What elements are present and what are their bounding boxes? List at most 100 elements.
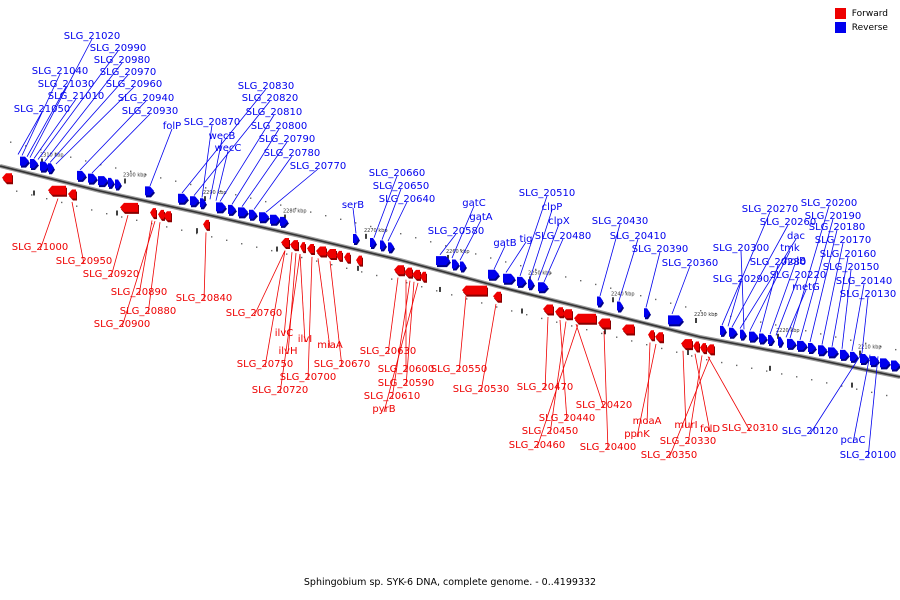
gene-label[interactable]: SLG_20510 — [519, 188, 575, 199]
gene-arrow-reverse[interactable] — [644, 308, 650, 318]
gene-label[interactable]: SLG_20700 — [280, 372, 336, 383]
gene-label[interactable]: wecC — [215, 143, 242, 154]
gene-label[interactable]: SLG_20940 — [118, 93, 174, 104]
gene-arrow-forward[interactable] — [281, 238, 289, 248]
gene-arrow-forward[interactable] — [555, 307, 563, 317]
gene-arrow-forward[interactable] — [163, 211, 171, 221]
gene-label[interactable]: SLG_20310 — [722, 423, 778, 434]
gene-label[interactable]: SLG_20170 — [815, 235, 871, 246]
gene-label[interactable]: SLG_20430 — [592, 216, 648, 227]
gene-label[interactable]: SLG_20790 — [259, 134, 315, 145]
gene-label[interactable]: wecB — [209, 131, 236, 142]
gene-label[interactable]: SLG_20810 — [246, 107, 302, 118]
gene-label[interactable]: SLG_20990 — [90, 43, 146, 54]
gene-arrow-reverse[interactable] — [452, 259, 459, 269]
gene-arrow-reverse[interactable] — [353, 233, 359, 243]
gene-arrow-reverse[interactable] — [460, 261, 466, 271]
gene-label[interactable]: SLG_20410 — [610, 231, 666, 242]
gene-label[interactable]: ppnK — [624, 429, 650, 440]
gene-arrow-reverse[interactable] — [249, 209, 257, 219]
gene-arrow-reverse[interactable] — [818, 345, 827, 355]
gene-arrow-forward[interactable] — [700, 343, 706, 353]
gene-label[interactable]: SLG_20450 — [522, 426, 578, 437]
gene-label[interactable]: tig — [519, 234, 532, 245]
gene-arrow-reverse[interactable] — [280, 216, 288, 226]
gene-arrow-reverse[interactable] — [259, 212, 269, 222]
gene-label[interactable]: SLG_20900 — [94, 319, 150, 330]
gene-label[interactable]: SLG_20840 — [176, 293, 232, 304]
gene-arrow-reverse[interactable] — [190, 196, 199, 206]
gene-label[interactable]: SLG_20750 — [237, 359, 293, 370]
gene-label[interactable]: serB — [342, 200, 364, 211]
gene-arrow-reverse[interactable] — [30, 159, 38, 168]
gene-arrow-forward[interactable] — [394, 265, 404, 275]
gene-label[interactable]: SLG_20820 — [242, 93, 298, 104]
gene-label[interactable]: SLG_20770 — [290, 161, 346, 172]
gene-label[interactable]: SLG_20960 — [106, 79, 162, 90]
gene-label[interactable]: SLG_20980 — [94, 55, 150, 66]
gene-label[interactable]: gatB — [493, 238, 516, 249]
gene-arrow-reverse[interactable] — [517, 276, 526, 286]
gene-arrow-forward[interactable] — [648, 330, 654, 340]
gene-arrow-reverse[interactable] — [840, 349, 849, 359]
gene-label[interactable]: folP — [163, 121, 181, 132]
gene-label[interactable]: SLG_20630 — [360, 346, 416, 357]
gene-arrow-reverse[interactable] — [436, 256, 450, 266]
gene-label[interactable]: SLG_20360 — [662, 258, 718, 269]
gene-label[interactable]: miaA — [317, 340, 343, 351]
gene-arrow-forward[interactable] — [412, 269, 420, 279]
gene-label[interactable]: murI — [674, 420, 697, 431]
gene-label[interactable]: SLG_20880 — [120, 306, 176, 317]
gene-label[interactable]: SLG_20420 — [576, 400, 632, 411]
gene-arrow-forward[interactable] — [68, 189, 76, 199]
gene-arrow-forward[interactable] — [622, 324, 634, 334]
gene-arrow-forward[interactable] — [420, 271, 426, 281]
gene-label[interactable]: SLG_20950 — [56, 256, 112, 267]
gene-arrow-reverse[interactable] — [488, 269, 499, 279]
gene-arrow-reverse[interactable] — [77, 170, 86, 180]
gene-label[interactable]: clpP — [542, 202, 563, 213]
gene-arrow-reverse[interactable] — [668, 315, 683, 325]
gene-label[interactable]: SLG_20100 — [840, 450, 896, 461]
gene-arrow-reverse[interactable] — [828, 347, 838, 357]
gene-arrow-forward[interactable] — [344, 252, 350, 262]
gene-arrow-reverse[interactable] — [617, 301, 623, 311]
gene-label[interactable]: SLG_20930 — [122, 106, 178, 117]
gene-label[interactable]: SLG_20780 — [264, 148, 320, 159]
gene-label[interactable]: SLG_20660 — [369, 168, 425, 179]
gene-label[interactable]: SLG_20920 — [83, 269, 139, 280]
gene-arrow-forward[interactable] — [2, 173, 12, 183]
gene-label[interactable]: SLG_20460 — [509, 440, 565, 451]
gene-arrow-reverse[interactable] — [370, 238, 376, 248]
gene-arrow-reverse[interactable] — [759, 333, 767, 343]
gene-arrow-reverse[interactable] — [238, 207, 248, 217]
gene-arrow-reverse[interactable] — [797, 340, 807, 350]
gene-label[interactable]: pyrB — [372, 404, 395, 415]
gene-arrow-forward[interactable] — [120, 202, 138, 212]
gene-label[interactable]: dac — [787, 231, 805, 242]
gene-label[interactable]: SLG_20530 — [453, 384, 509, 395]
gene-label[interactable]: folD — [700, 424, 720, 435]
gene-label[interactable]: SLG_20970 — [100, 67, 156, 78]
gene-label[interactable]: SLG_21040 — [32, 66, 88, 77]
gene-arrow-forward[interactable] — [307, 244, 314, 254]
gene-arrow-reverse[interactable] — [729, 327, 737, 337]
gene-arrow-reverse[interactable] — [778, 336, 783, 346]
gene-arrow-reverse[interactable] — [528, 279, 534, 289]
gene-label[interactable]: SLG_20650 — [373, 181, 429, 192]
gene-arrow-forward[interactable] — [203, 219, 209, 229]
gene-label[interactable]: SLG_20670 — [314, 359, 370, 370]
gene-label[interactable]: SLG_20470 — [517, 382, 573, 393]
gene-arrow-forward[interactable] — [462, 285, 487, 295]
gene-label[interactable]: holB — [784, 256, 806, 267]
gene-arrow-forward[interactable] — [316, 246, 326, 256]
gene-label[interactable]: SLG_21030 — [38, 79, 94, 90]
gene-arrow-reverse[interactable] — [787, 338, 796, 348]
gene-arrow-reverse[interactable] — [880, 358, 890, 368]
gene-label[interactable]: SLG_20180 — [809, 222, 865, 233]
gene-label[interactable]: SLG_20600 — [378, 364, 434, 375]
gene-arrow-forward[interactable] — [404, 267, 412, 277]
gene-arrow-forward[interactable] — [158, 209, 164, 219]
gene-arrow-forward[interactable] — [574, 313, 596, 323]
gene-label[interactable]: SLG_21020 — [64, 31, 120, 42]
